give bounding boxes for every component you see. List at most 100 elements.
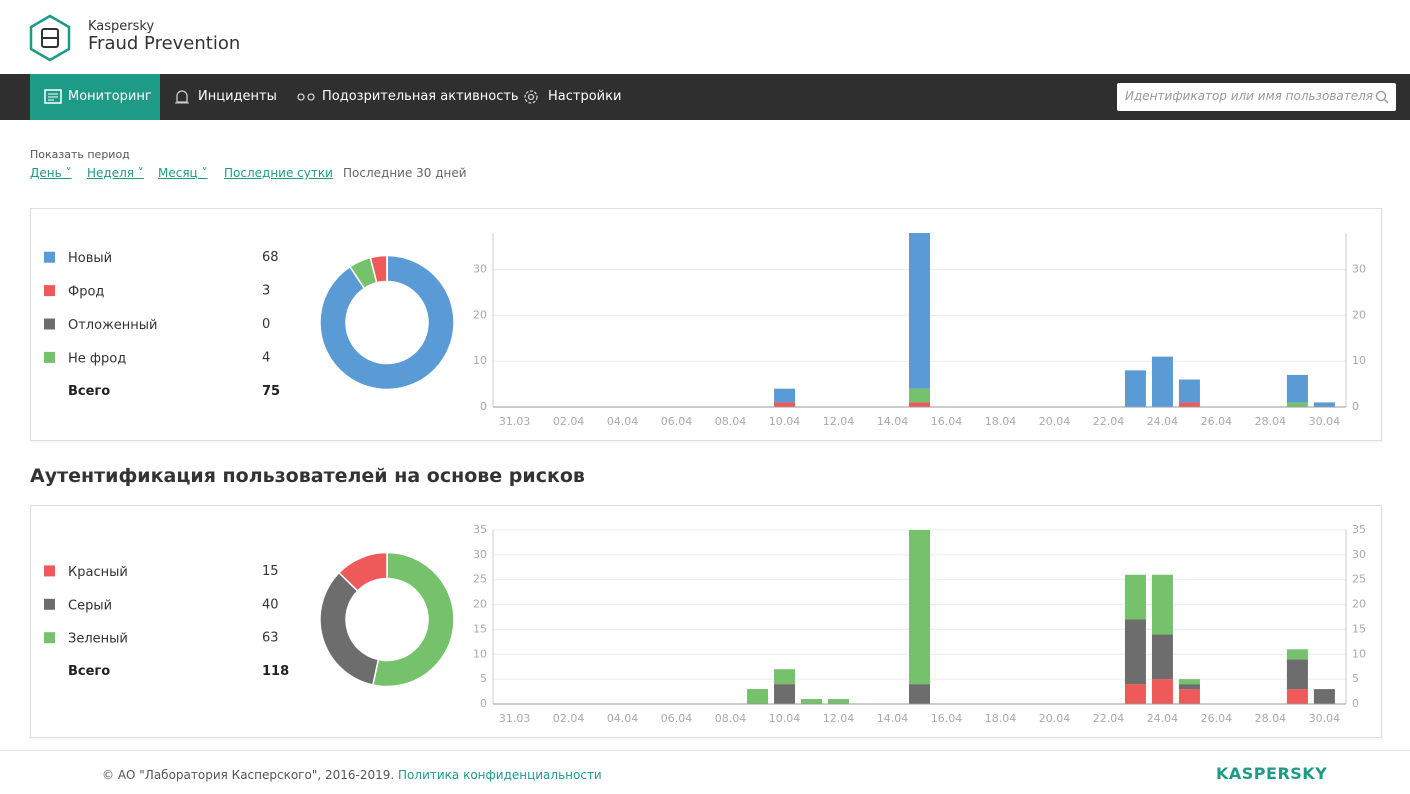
x-tick-label: 24.04 [1147,415,1179,428]
period-label: Показать период [30,148,130,161]
nav-icon [44,89,62,104]
x-tick-label: 30.04 [1309,415,1341,428]
x-tick-label: 31.03 [499,415,531,428]
nav-label: Настройки [548,89,622,104]
x-tick-label: 04.04 [607,712,639,725]
legend-label: Отложенный [68,318,158,333]
x-tick-label: 08.04 [715,415,747,428]
legend-value: 3 [262,284,270,299]
option-text: Неделя [87,166,134,180]
panel: Красный 15 Серый 40 Зеленый 63 Всего 118 0 0 5 5 10 1… [30,505,1382,738]
y-tick-label: 35 [473,523,487,536]
x-tick-label: 22.04 [1093,415,1125,428]
x-tick-label: 08.04 [715,712,747,725]
panel-chart: Красный 15 Серый 40 Зеленый 63 Всего 118 0 0 5 5 10 1… [44,523,1366,725]
nav-label: Мониторинг [68,89,152,104]
x-tick-label: 18.04 [985,712,1017,725]
panel: Новый 68 Фрод 3 Отложенный 0 Не фрод 4 Всего 75 0 0… [30,208,1382,441]
footer-logo: KASPERSKY [1216,764,1328,783]
donut-segment [319,254,455,391]
bar-segment [1178,689,1200,704]
period-option[interactable]: Неделя ˅ [87,166,144,180]
product: Fraud Prevention [88,33,241,54]
y-tick-label: 30 [473,548,487,561]
legend-value: 0 [262,317,270,332]
search-box[interactable]: Идентификатор или имя пользователя [1117,83,1396,111]
legend-value: 4 [262,350,270,365]
total-value: 118 [262,664,289,679]
y2-tick-label: 0 [1352,697,1359,710]
x-tick-label: 22.04 [1093,712,1125,725]
privacy-link[interactable]: Политика конфиденциальности [398,768,602,782]
bar-segment [1124,619,1146,685]
y2-tick-label: 25 [1352,573,1366,586]
legend-swatch [44,598,55,610]
x-tick-label: 12.04 [823,415,855,428]
legend-swatch [44,351,55,363]
brand: Kaspersky [88,19,155,34]
nav-item[interactable]: Настройки [522,74,621,120]
y2-tick-label: 20 [1352,308,1366,321]
period-option[interactable]: Последние сутки [224,166,333,180]
nav-bar: Мониторинг Инциденты Подозрительная акти… [0,74,1410,120]
x-tick-label: 20.04 [1039,712,1071,725]
x-tick-label: 28.04 [1255,415,1287,428]
footer-divider [0,750,1410,751]
nav-item[interactable]: Подозрительная активность [296,74,519,120]
legend-label: Не фрод [68,351,126,366]
nav-label: Инциденты [198,89,277,104]
y2-tick-label: 30 [1352,263,1366,276]
bar-segment [1178,679,1200,685]
x-tick-label: 24.04 [1147,712,1179,725]
legend-swatch [44,251,55,263]
y2-tick-label: 15 [1352,622,1366,635]
bar-segment [747,689,769,704]
y2-tick-label: 10 [1352,354,1366,367]
bar-segment [1178,379,1200,403]
legend-label: Красный [68,565,128,580]
x-tick-label: 10.04 [769,712,801,725]
legend-value: 40 [262,597,279,612]
y-tick-label: 20 [473,598,487,611]
nav-icon [524,90,538,104]
y-tick-label: 0 [480,697,487,710]
bar-segment [1151,679,1173,704]
legend-label: Фрод [68,285,104,300]
bar-segment [1286,374,1308,403]
x-tick-label: 28.04 [1255,712,1287,725]
total-label: Всего [68,384,110,399]
period-option[interactable]: День ˅ [30,166,72,180]
bar-segment [1151,574,1173,635]
period-option[interactable]: Месяц ˅ [158,166,208,180]
y2-tick-label: 10 [1352,647,1366,660]
y-tick-label: 15 [473,622,487,635]
y-tick-label: 30 [473,263,487,276]
legend-label: Зеленый [68,632,128,647]
search-icon [1375,90,1389,104]
x-tick-label: 02.04 [553,712,585,725]
bar-segment [909,530,930,685]
bar-segment [1151,356,1173,407]
x-tick-label: 16.04 [931,415,963,428]
nav-icon [297,93,315,101]
legend-swatch [44,632,55,644]
bar-segment [1286,402,1308,407]
y-tick-label: 25 [473,573,487,586]
period-option: Последние 30 дней [343,166,467,180]
x-tick-label: 26.04 [1201,712,1233,725]
nav-icon [175,90,189,104]
x-tick-label: 02.04 [553,415,585,428]
search-placeholder: Идентификатор или имя пользователя [1125,89,1374,103]
bar-segment [909,233,930,389]
x-tick-label: 31.03 [499,712,531,725]
bar-segment [1151,634,1173,680]
donut-segment [371,551,455,688]
x-tick-label: 14.04 [877,712,909,725]
bar-segment [909,402,930,407]
legend-swatch [44,318,55,330]
nav-item[interactable]: Мониторинг [30,74,160,120]
y-tick-label: 20 [473,308,487,321]
legend-label: Новый [68,251,112,266]
nav-item[interactable]: Инциденты [172,74,277,120]
